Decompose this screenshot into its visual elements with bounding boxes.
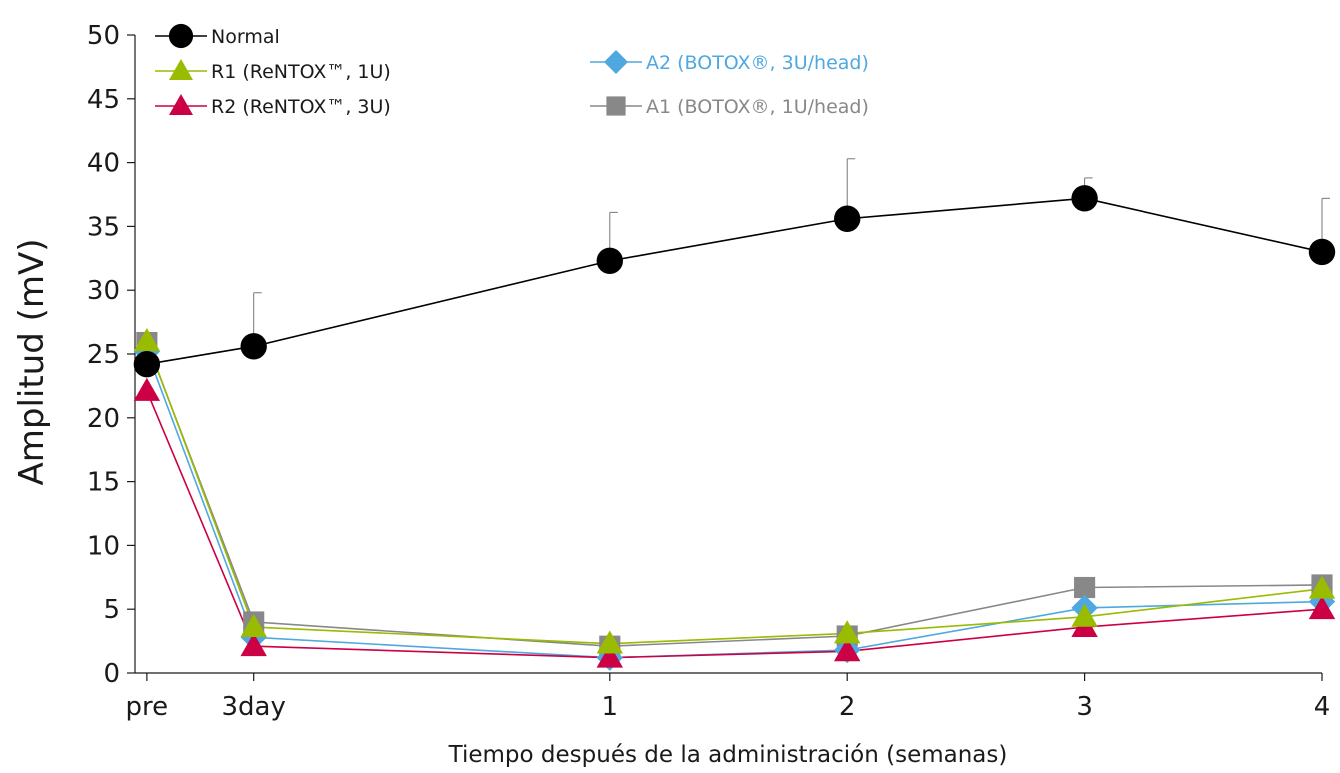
series-line — [146, 197, 1323, 365]
legend: Normal R1 (ReNTOX™, 1U) R2 (ReNTOX™, 3U) A2… — [155, 23, 869, 118]
data-point — [1071, 603, 1098, 627]
series-line — [146, 342, 1323, 648]
series-line — [146, 390, 1323, 659]
legend-label: R1 (ReNTOX™, 1U) — [211, 61, 391, 83]
data-point — [240, 613, 267, 637]
data-point — [596, 247, 623, 275]
y-tick-label: 40 — [87, 149, 120, 179]
x-axis-title: Tiempo después de la administración (sem… — [448, 742, 1008, 768]
x-tick-label: 1 — [602, 692, 619, 722]
legend-label: A2 (BOTOX®, 3U/head) — [646, 52, 869, 74]
legend-label: Normal — [211, 26, 280, 48]
y-axis-title: Amplitud (mV) — [12, 238, 52, 485]
legend-marker — [168, 23, 194, 49]
y-tick-label: 35 — [87, 212, 120, 242]
y-tick-label: 15 — [87, 468, 120, 498]
data-point — [1308, 596, 1336, 620]
data-point — [1074, 576, 1096, 599]
y-tick-label: 45 — [87, 85, 120, 115]
x-tick-label: pre — [126, 692, 169, 722]
y-tick-label: 5 — [103, 595, 120, 625]
data-point — [596, 644, 623, 668]
data-point — [240, 633, 267, 657]
y-ticks: 0 5 10 15 20 25 30 35 40 45 50 — [87, 21, 135, 689]
data-point — [1308, 575, 1336, 599]
y-tick-label: 10 — [87, 531, 120, 561]
x-tick-label: 3day — [222, 692, 286, 722]
data-point — [834, 620, 861, 644]
legend-marker — [604, 50, 628, 74]
legend-marker — [169, 94, 193, 115]
data-point — [834, 205, 861, 232]
y-tick-label: 0 — [103, 659, 120, 689]
series-markers — [133, 185, 1336, 671]
data-point — [133, 377, 161, 401]
series-line — [146, 340, 1323, 645]
x-tick-label: 2 — [839, 692, 856, 722]
series-lines — [146, 197, 1323, 659]
data-point — [1071, 185, 1098, 212]
y-tick-label: 20 — [87, 404, 120, 434]
data-point — [596, 630, 623, 654]
y-tick-label: 30 — [87, 276, 120, 306]
axes — [134, 35, 1322, 674]
error-bars — [253, 158, 1330, 347]
legend-label: A1 (BOTOX®, 1U/head) — [646, 96, 869, 118]
x-ticks: pre 3day 1 2 3 4 — [126, 673, 1331, 722]
legend-label: R2 (ReNTOX™, 3U) — [211, 96, 391, 118]
x-tick-label: 4 — [1314, 692, 1331, 722]
data-point — [1308, 238, 1336, 266]
data-point — [133, 328, 161, 352]
x-tick-label: 3 — [1076, 692, 1093, 722]
y-tick-label: 25 — [87, 340, 120, 370]
legend-marker — [169, 59, 193, 80]
y-tick-label: 50 — [87, 21, 120, 51]
series-line — [146, 351, 1323, 659]
data-point — [240, 333, 267, 360]
data-point — [133, 351, 161, 378]
legend-marker — [606, 96, 626, 116]
data-point — [834, 638, 861, 662]
